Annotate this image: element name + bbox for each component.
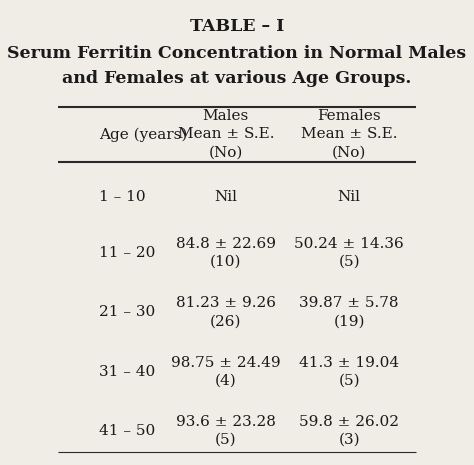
Text: 11 – 20: 11 – 20 <box>99 246 155 260</box>
Text: 93.6 ± 23.28
(5): 93.6 ± 23.28 (5) <box>176 415 276 447</box>
Text: 81.23 ± 9.26
(26): 81.23 ± 9.26 (26) <box>176 297 276 328</box>
Text: 84.8 ± 22.69
(10): 84.8 ± 22.69 (10) <box>176 237 276 269</box>
Text: and Females at various Age Groups.: and Females at various Age Groups. <box>62 70 412 87</box>
Text: Serum Ferritin Concentration in Normal Males: Serum Ferritin Concentration in Normal M… <box>8 45 466 62</box>
Text: 1 – 10: 1 – 10 <box>99 190 146 204</box>
Text: 31 – 40: 31 – 40 <box>99 365 155 379</box>
Text: Age (years): Age (years) <box>99 127 187 141</box>
Text: Nil: Nil <box>337 190 361 204</box>
Text: Females
Mean ± S.E.
(No): Females Mean ± S.E. (No) <box>301 109 397 159</box>
Text: 39.87 ± 5.78
(19): 39.87 ± 5.78 (19) <box>300 297 399 328</box>
Text: Nil: Nil <box>214 190 237 204</box>
Text: TABLE – I: TABLE – I <box>190 18 284 35</box>
Text: 41.3 ± 19.04
(5): 41.3 ± 19.04 (5) <box>299 356 399 388</box>
Text: Males
Mean ± S.E.
(No): Males Mean ± S.E. (No) <box>178 109 274 159</box>
Text: 41 – 50: 41 – 50 <box>99 424 155 438</box>
Text: 50.24 ± 14.36
(5): 50.24 ± 14.36 (5) <box>294 237 404 269</box>
Text: 98.75 ± 24.49
(4): 98.75 ± 24.49 (4) <box>171 356 281 388</box>
Text: 21 – 30: 21 – 30 <box>99 306 155 319</box>
Text: 59.8 ± 26.02
(3): 59.8 ± 26.02 (3) <box>299 415 399 447</box>
